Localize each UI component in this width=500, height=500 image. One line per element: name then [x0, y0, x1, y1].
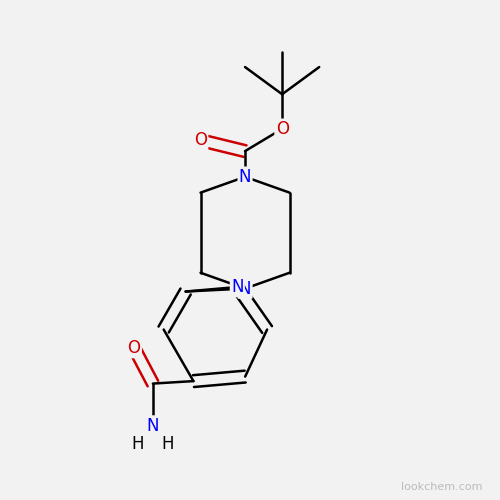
Text: lookchem.com: lookchem.com [401, 482, 482, 492]
Text: N: N [231, 278, 243, 296]
Text: O: O [128, 339, 140, 357]
Text: H: H [132, 436, 144, 454]
Text: H: H [162, 436, 174, 454]
Text: O: O [194, 131, 207, 149]
Text: N: N [239, 280, 252, 297]
Text: N: N [239, 168, 252, 186]
Text: O: O [276, 120, 288, 138]
Text: N: N [146, 416, 159, 434]
